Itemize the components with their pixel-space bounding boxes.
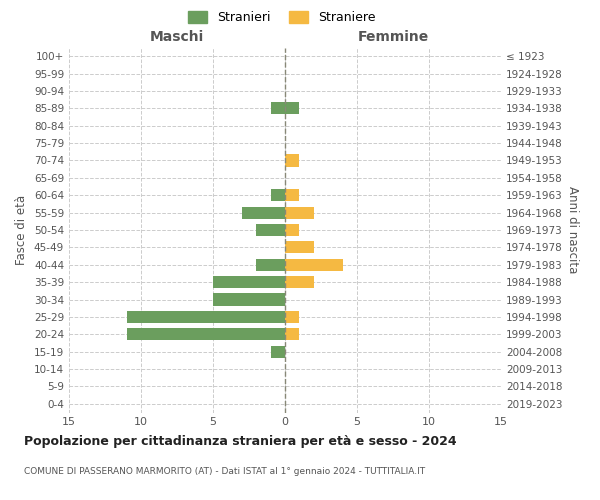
Text: Maschi: Maschi [150,30,204,44]
Bar [285,242,314,254]
Bar [285,206,314,218]
Bar [285,328,299,340]
Bar [285,189,299,202]
Bar [127,311,285,323]
Bar [271,346,285,358]
Bar [285,154,299,166]
Y-axis label: Anni di nascita: Anni di nascita [566,186,579,274]
Y-axis label: Fasce di età: Fasce di età [16,195,28,265]
Bar [256,258,285,271]
Bar [285,311,299,323]
Bar [213,294,285,306]
Bar [285,276,314,288]
Legend: Stranieri, Straniere: Stranieri, Straniere [184,6,380,29]
Bar [285,258,343,271]
Bar [271,102,285,115]
Bar [256,224,285,236]
Bar [285,102,299,115]
Bar [213,276,285,288]
Text: Femmine: Femmine [358,30,428,44]
Text: Popolazione per cittadinanza straniera per età e sesso - 2024: Popolazione per cittadinanza straniera p… [24,435,457,448]
Bar [271,189,285,202]
Bar [285,224,299,236]
Text: COMUNE DI PASSERANO MARMORITO (AT) - Dati ISTAT al 1° gennaio 2024 - TUTTITALIA.: COMUNE DI PASSERANO MARMORITO (AT) - Dat… [24,468,425,476]
Bar [127,328,285,340]
Bar [242,206,285,218]
